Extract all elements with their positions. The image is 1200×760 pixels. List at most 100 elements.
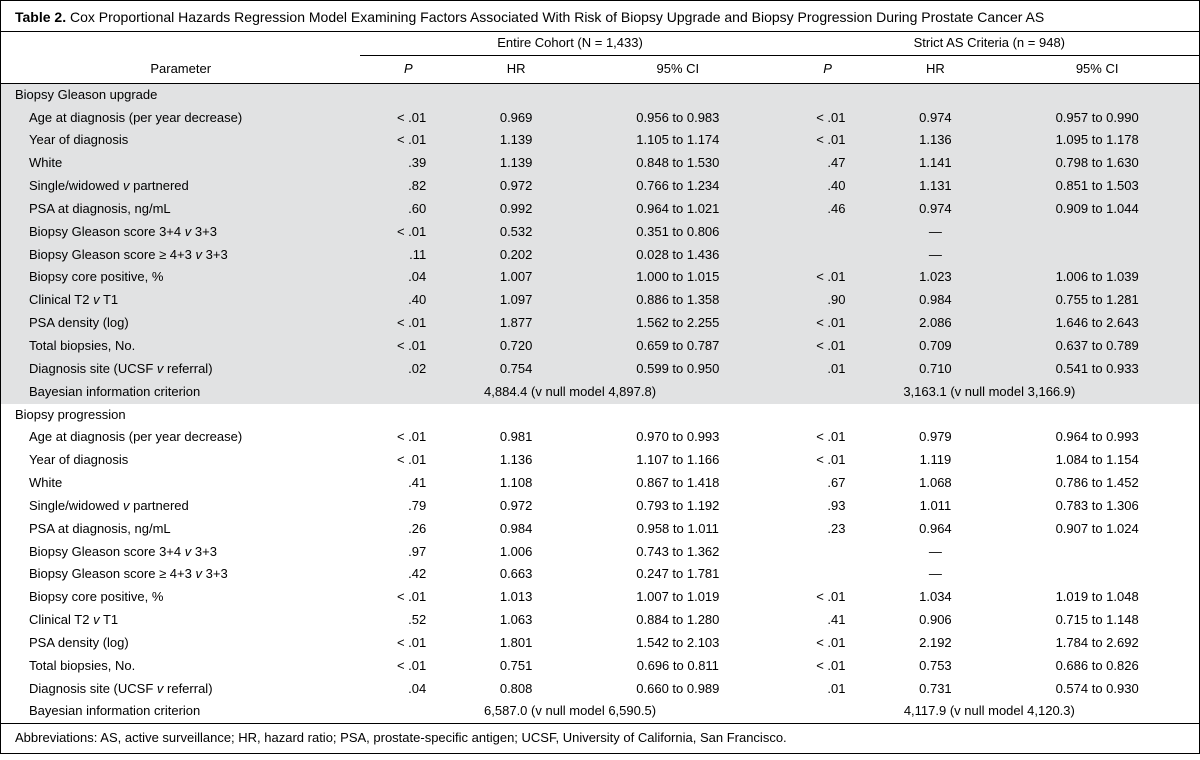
cell-ci1: 0.793 to 1.192 [576, 495, 780, 518]
table-body: Biopsy Gleason upgradeAge at diagnosis (… [1, 83, 1199, 723]
param-cell: Biopsy core positive, % [1, 266, 360, 289]
cell-ci1: 0.028 to 1.436 [576, 244, 780, 267]
cell-ci2: 0.637 to 0.789 [995, 335, 1199, 358]
cell-ci1: 1.105 to 1.174 [576, 129, 780, 152]
table-row: Year of diagnosis< .011.1391.105 to 1.17… [1, 129, 1199, 152]
bic-g2: 3,163.1 (v null model 3,166.9) [780, 381, 1199, 404]
cell-ci1: 1.107 to 1.166 [576, 449, 780, 472]
cell-p1: < .01 [360, 335, 456, 358]
cell-p2: .40 [780, 175, 876, 198]
cell-p2: < .01 [780, 449, 876, 472]
cell-p1: .04 [360, 266, 456, 289]
cell-p2: < .01 [780, 586, 876, 609]
cell-hr1: 0.992 [456, 198, 576, 221]
cell-hr1: 1.097 [456, 289, 576, 312]
param-cell: Total biopsies, No. [1, 655, 360, 678]
col-p-2: P [780, 55, 876, 83]
cell-ci2 [995, 563, 1199, 586]
cell-hr1: 1.801 [456, 632, 576, 655]
col-ci-1: 95% CI [576, 55, 780, 83]
cell-ci2: 0.786 to 1.452 [995, 472, 1199, 495]
section-row: Biopsy Gleason upgrade [1, 83, 1199, 106]
table-row: Total biopsies, No.< .010.7200.659 to 0.… [1, 335, 1199, 358]
cell-p1: < .01 [360, 655, 456, 678]
cell-p1: < .01 [360, 221, 456, 244]
param-cell: Clinical T2 v T1 [1, 609, 360, 632]
table-row: Single/widowed v partnered.790.9720.793 … [1, 495, 1199, 518]
group1-header: Entire Cohort (N = 1,433) [360, 32, 779, 55]
col-p-1: P [360, 55, 456, 83]
abbreviations-footer: Abbreviations: AS, active surveillance; … [1, 723, 1199, 753]
cell-hr1: 1.139 [456, 129, 576, 152]
cell-p2: < .01 [780, 335, 876, 358]
cell-hr2: 0.709 [876, 335, 996, 358]
cell-ci1: 0.660 to 0.989 [576, 678, 780, 701]
cell-p2: < .01 [780, 632, 876, 655]
cell-ci2: 0.541 to 0.933 [995, 358, 1199, 381]
table-row: White.411.1080.867 to 1.418.671.0680.786… [1, 472, 1199, 495]
cell-ci2: 0.907 to 1.024 [995, 518, 1199, 541]
cell-hr2: 0.974 [876, 198, 996, 221]
bic-row: Bayesian information criterion6,587.0 (v… [1, 700, 1199, 723]
cell-hr2: 0.984 [876, 289, 996, 312]
cell-hr2: 1.131 [876, 175, 996, 198]
cell-p1: < .01 [360, 312, 456, 335]
cell-hr1: 1.007 [456, 266, 576, 289]
param-cell: Biopsy Gleason score ≥ 4+3 v 3+3 [1, 244, 360, 267]
cell-hr2: 2.086 [876, 312, 996, 335]
cell-p2: .23 [780, 518, 876, 541]
cell-ci1: 0.659 to 0.787 [576, 335, 780, 358]
cell-hr2: 1.023 [876, 266, 996, 289]
cell-p2: .01 [780, 678, 876, 701]
cell-p1: .42 [360, 563, 456, 586]
cell-p2: .46 [780, 198, 876, 221]
cell-ci2 [995, 221, 1199, 244]
table-row: Biopsy Gleason score ≥ 4+3 v 3+3.420.663… [1, 563, 1199, 586]
cell-p1: .04 [360, 678, 456, 701]
cell-hr2: 0.906 [876, 609, 996, 632]
table-row: Diagnosis site (UCSF v referral).040.808… [1, 678, 1199, 701]
param-cell: Single/widowed v partnered [1, 495, 360, 518]
cell-ci1: 1.007 to 1.019 [576, 586, 780, 609]
param-cell: White [1, 472, 360, 495]
table-row: Clinical T2 v T1.521.0630.884 to 1.280.4… [1, 609, 1199, 632]
cell-p1: .11 [360, 244, 456, 267]
cell-p2: .67 [780, 472, 876, 495]
cell-ci2: 0.715 to 1.148 [995, 609, 1199, 632]
cell-p1: .60 [360, 198, 456, 221]
cell-hr2: — [876, 541, 996, 564]
cell-ci1: 0.247 to 1.781 [576, 563, 780, 586]
cell-ci1: 0.958 to 1.011 [576, 518, 780, 541]
cell-p1: .02 [360, 358, 456, 381]
cell-hr2: 0.753 [876, 655, 996, 678]
param-cell: White [1, 152, 360, 175]
cell-hr2: 1.136 [876, 129, 996, 152]
param-cell: PSA density (log) [1, 632, 360, 655]
cell-hr2: 1.141 [876, 152, 996, 175]
cell-ci1: 0.886 to 1.358 [576, 289, 780, 312]
cell-ci2: 1.646 to 2.643 [995, 312, 1199, 335]
cell-ci1: 0.956 to 0.983 [576, 107, 780, 130]
blank-header [1, 32, 360, 55]
cell-ci2 [995, 541, 1199, 564]
col-parameter: Parameter [1, 55, 360, 83]
table-row: Diagnosis site (UCSF v referral).020.754… [1, 358, 1199, 381]
cell-hr2: 0.974 [876, 107, 996, 130]
cell-hr2: 1.068 [876, 472, 996, 495]
param-cell: Age at diagnosis (per year decrease) [1, 426, 360, 449]
table-row: PSA at diagnosis, ng/mL.260.9840.958 to … [1, 518, 1199, 541]
param-cell: Biopsy core positive, % [1, 586, 360, 609]
cell-hr2: 0.964 [876, 518, 996, 541]
cell-p2: < .01 [780, 312, 876, 335]
table-row: White.391.1390.848 to 1.530.471.1410.798… [1, 152, 1199, 175]
cell-p2 [780, 563, 876, 586]
param-cell: Year of diagnosis [1, 449, 360, 472]
table-number: Table 2. [15, 9, 66, 25]
table-row: Age at diagnosis (per year decrease)< .0… [1, 107, 1199, 130]
cell-ci2: 0.798 to 1.630 [995, 152, 1199, 175]
param-cell: Total biopsies, No. [1, 335, 360, 358]
cell-hr2: — [876, 563, 996, 586]
cell-ci1: 1.542 to 2.103 [576, 632, 780, 655]
col-ci-2: 95% CI [995, 55, 1199, 83]
cell-ci1: 0.766 to 1.234 [576, 175, 780, 198]
